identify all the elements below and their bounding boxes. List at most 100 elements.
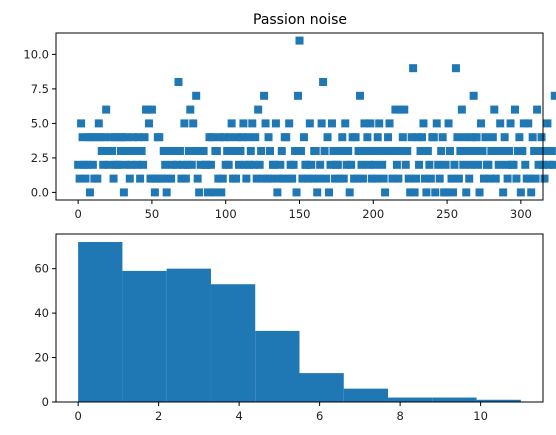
scatter-point: [178, 160, 187, 169]
hist-ytick-label: 40: [34, 306, 49, 320]
scatter-point: [519, 119, 528, 128]
scatter-point: [246, 147, 255, 156]
scatter-point: [217, 188, 226, 197]
histogram-frame: [55, 233, 544, 403]
scatter-point: [534, 160, 543, 169]
histogram-bar: [78, 242, 123, 402]
scatter-point: [474, 160, 483, 169]
scatter-point: [240, 160, 249, 169]
scatter-point: [419, 119, 428, 128]
scatter-point: [425, 160, 434, 169]
scatter-point: [175, 147, 184, 156]
scatter-point: [382, 147, 391, 156]
scatter-point: [276, 160, 285, 169]
scatter-point: [369, 147, 378, 156]
scatter-point: [192, 91, 201, 100]
scatter-point: [248, 119, 257, 128]
scatter-point: [236, 147, 245, 156]
scatter-point: [454, 174, 463, 183]
scatter-point: [167, 174, 176, 183]
scatter-point: [512, 174, 521, 183]
scatter-point: [481, 133, 490, 142]
scatter-point: [462, 188, 471, 197]
scatter-point: [491, 174, 500, 183]
scatter-point: [466, 160, 475, 169]
histogram-bar: [122, 270, 167, 402]
scatter-point: [224, 160, 233, 169]
scatter-point: [506, 119, 515, 128]
scatter-point: [429, 133, 438, 142]
histogram-bar: [299, 373, 344, 402]
scatter-point: [426, 174, 435, 183]
scatter-point: [525, 174, 534, 183]
scatter-point: [453, 133, 462, 142]
scatter-point: [265, 147, 274, 156]
scatter-point: [327, 119, 336, 128]
scatter-point: [450, 160, 459, 169]
scatter-point: [140, 133, 149, 142]
scatter-point: [302, 160, 311, 169]
hist-xtick-label: 10: [473, 409, 488, 423]
hist-xtick-label: 2: [155, 409, 162, 423]
scatter-point: [267, 174, 276, 183]
scatter-point: [338, 133, 347, 142]
scatter-point: [381, 188, 390, 197]
scatter-point: [366, 119, 375, 128]
scatter-point: [150, 188, 159, 197]
scatter-point: [413, 133, 422, 142]
scatter-point: [468, 133, 477, 142]
scatter-point: [378, 160, 387, 169]
scatter-point: [353, 174, 362, 183]
scatter-point: [168, 160, 177, 169]
scatter-point: [214, 174, 223, 183]
scatter-point: [108, 147, 117, 156]
scatter-point: [540, 174, 549, 183]
scatter-xtick-label: 200: [362, 207, 384, 221]
scatter-point: [477, 119, 486, 128]
scatter-point: [509, 160, 518, 169]
histogram-bar: [388, 397, 433, 402]
scatter-point: [494, 160, 503, 169]
scatter-point: [397, 147, 406, 156]
scatter-point: [465, 174, 474, 183]
scatter-point: [243, 133, 252, 142]
scatter-point: [544, 160, 553, 169]
scatter-point: [113, 160, 122, 169]
scatter-point: [415, 160, 424, 169]
scatter-point: [209, 188, 218, 197]
scatter-point: [400, 105, 409, 114]
scatter-point: [181, 174, 190, 183]
scatter-point: [220, 133, 229, 142]
scatter-point: [370, 160, 379, 169]
scatter-point: [77, 119, 86, 128]
scatter-point: [530, 147, 539, 156]
scatter-point: [323, 133, 332, 142]
scatter-point: [444, 119, 453, 128]
scatter-point: [432, 119, 441, 128]
scatter-point: [270, 160, 279, 169]
scatter-point: [137, 147, 146, 156]
scatter-point: [144, 119, 153, 128]
scatter-point: [82, 160, 91, 169]
scatter-point: [547, 147, 556, 156]
scatter-point: [345, 188, 354, 197]
scatter-point: [103, 147, 112, 156]
scatter-point: [254, 105, 263, 114]
scatter-point: [516, 188, 525, 197]
scatter-point: [319, 77, 328, 86]
scatter-point: [285, 119, 294, 128]
scatter-xtick-label: 250: [436, 207, 458, 221]
scatter-point: [251, 133, 260, 142]
scatter-point: [239, 119, 248, 128]
scatter-point: [296, 147, 305, 156]
hist-ytick-label: 20: [34, 351, 49, 365]
scatter-point: [471, 147, 480, 156]
scatter-point: [505, 147, 514, 156]
histogram-bar: [210, 284, 256, 402]
scatter-point: [416, 147, 425, 156]
scatter-point: [257, 147, 266, 156]
scatter-point: [131, 147, 140, 156]
scatter-point: [389, 147, 398, 156]
scatter-point: [118, 133, 127, 142]
scatter-point: [258, 174, 267, 183]
